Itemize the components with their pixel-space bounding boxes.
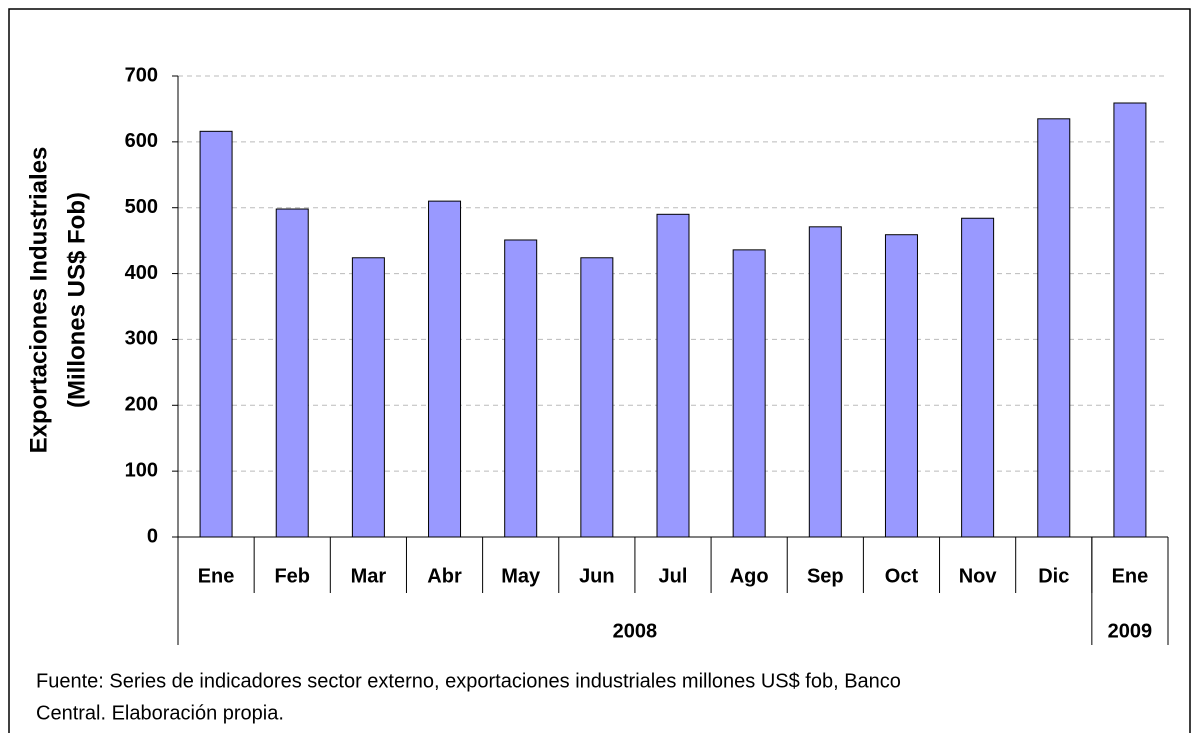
bar [884,234,918,538]
y-tick-label: 600 [125,130,158,152]
x-tick-label: Ene [1112,565,1149,587]
bar [351,257,385,538]
bar [428,200,462,538]
y-tick-label: 700 [125,64,158,86]
bar [961,217,995,538]
source-note: Fuente: Series de indicadores sector ext… [36,670,901,692]
y-tick-label: 200 [125,394,158,416]
x-tick-label: Abr [427,565,462,587]
source-note: Central. Elaboración propia. [36,702,284,724]
x-tick-label: Ago [730,565,769,587]
bar [1037,118,1071,538]
x-tick-label: Sep [807,565,844,587]
y-tick-label: 500 [125,196,158,218]
x-tick-label: May [501,565,541,587]
group-label: 2009 [1108,620,1153,642]
group-label: 2008 [613,620,658,642]
x-tick-label: Ene [198,565,235,587]
y-axis-title: (Millones US$ Fob) [63,192,90,408]
bar [199,130,233,538]
bar [656,213,690,538]
y-tick-label: 100 [125,459,158,481]
bar [1113,102,1147,538]
x-tick-label: Feb [274,565,310,587]
y-axis-title: Exportaciones Industriales [25,147,52,454]
bar [808,226,842,538]
frame [8,8,1191,733]
x-tick-label: Mar [351,565,387,587]
x-tick-label: Oct [885,565,919,587]
x-tick-label: Dic [1038,565,1069,587]
x-tick-label: Jun [579,565,615,587]
bar [275,208,309,538]
x-tick-label: Nov [959,565,998,587]
y-tick-label: 300 [125,328,158,350]
x-tick-label: Jul [659,565,688,587]
y-tick-label: 0 [147,525,158,547]
bar [580,257,614,538]
bar [504,239,538,538]
bar [732,249,766,538]
y-tick-label: 400 [125,262,158,284]
